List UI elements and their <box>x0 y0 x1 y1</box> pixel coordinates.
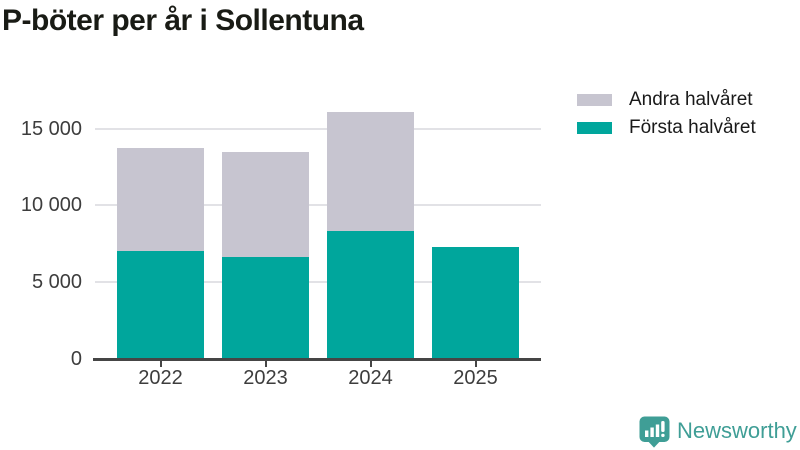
bar-segment-andra-halvaret <box>327 111 414 232</box>
x-axis-tick-label: 2024 <box>348 367 393 389</box>
gridline <box>95 281 541 284</box>
bar-segment-forsta-halvaret <box>117 251 204 359</box>
bar-segment-andra-halvaret <box>117 148 204 252</box>
x-axis-line <box>93 357 541 361</box>
legend-swatch-forsta-halvaret <box>577 122 612 134</box>
bar-segment-andra-halvaret <box>222 151 309 257</box>
newsworthy-logo-icon <box>639 416 670 450</box>
legend: Andra halvåret Första halvåret <box>577 86 756 142</box>
y-axis-tick-label: 0 <box>70 348 82 370</box>
bar-segment-forsta-halvaret <box>222 256 309 359</box>
bar-segment-forsta-halvaret <box>327 231 414 359</box>
x-axis-tick-label: 2022 <box>138 367 183 389</box>
x-axis-tick <box>474 359 477 367</box>
newsworthy-wordmark: Newsworthy <box>677 418 797 443</box>
y-axis-tick-label: 10 000 <box>20 194 82 217</box>
x-axis-tick <box>369 359 372 367</box>
x-axis-tick-label: 2023 <box>243 367 288 389</box>
legend-label: Första halvåret <box>629 117 756 138</box>
legend-item-forsta-halvaret: Första halvåret <box>577 114 756 142</box>
y-axis-tick-label: 5 000 <box>31 271 82 294</box>
x-axis-tick <box>159 359 162 367</box>
y-axis-tick-label: 15 000 <box>20 117 82 140</box>
newsworthy-branding: Newsworthy <box>639 416 797 450</box>
chart-title: P-böter per år i Sollentuna <box>2 4 364 37</box>
legend-item-andra-halvaret: Andra halvåret <box>577 86 756 114</box>
bar-segment-forsta-halvaret <box>432 246 519 359</box>
x-axis-tick <box>264 359 267 367</box>
legend-label: Andra halvåret <box>629 89 753 110</box>
gridline <box>95 127 541 130</box>
legend-swatch-andra-halvaret <box>577 94 612 106</box>
gridline <box>95 204 541 207</box>
x-axis-tick-label: 2025 <box>453 367 498 389</box>
